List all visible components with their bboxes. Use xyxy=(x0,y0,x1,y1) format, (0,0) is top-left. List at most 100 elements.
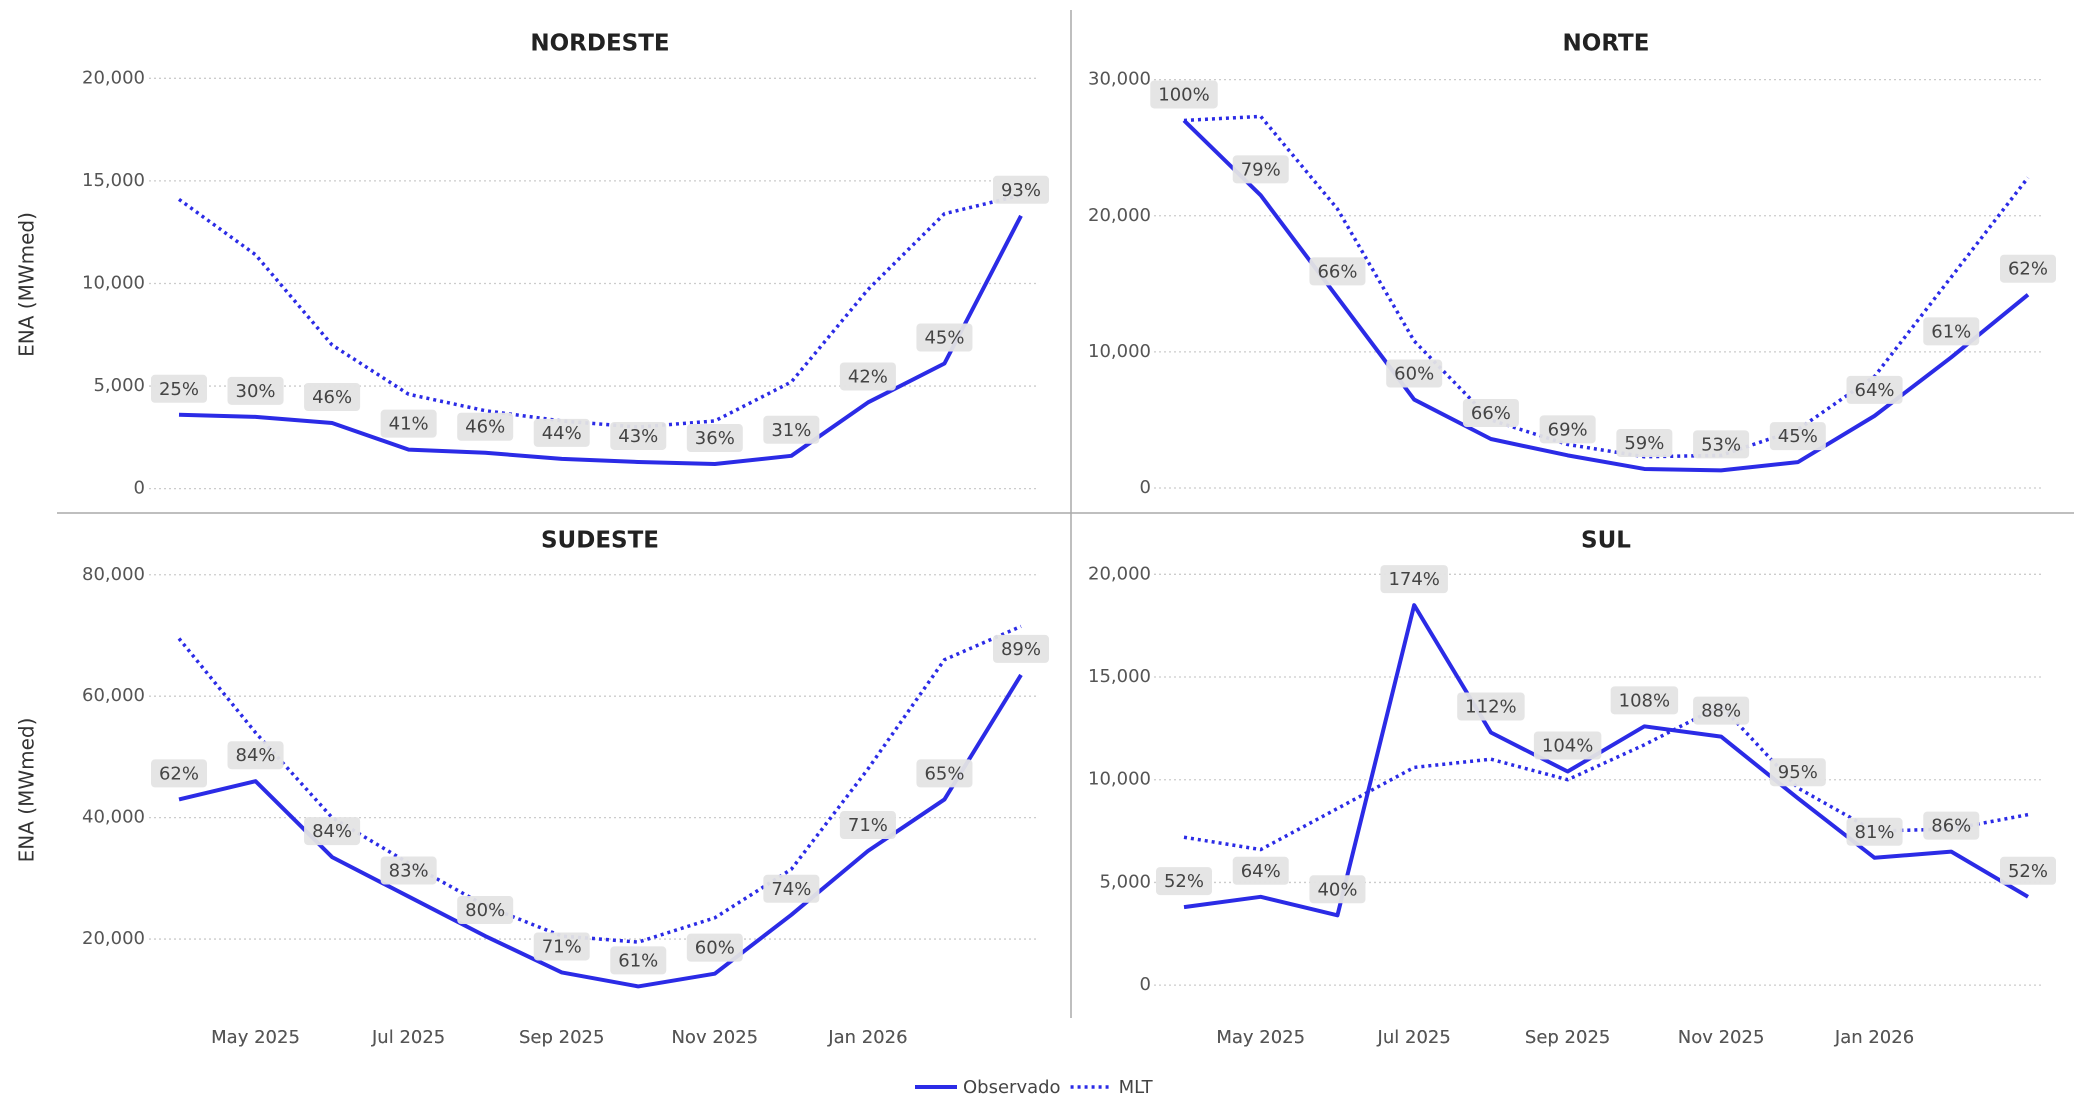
data-label-text: 93% xyxy=(1001,180,1041,201)
data-label: 66% xyxy=(1309,257,1366,286)
data-label-text: 66% xyxy=(1317,261,1357,282)
y-tick-label: 0 xyxy=(134,478,145,499)
data-label-text: 71% xyxy=(848,815,888,836)
data-label: 36% xyxy=(686,424,743,453)
data-label-box xyxy=(304,817,361,846)
data-label: 83% xyxy=(380,856,437,885)
data-label: 89% xyxy=(992,634,1050,663)
y-tick-label: 15,000 xyxy=(82,170,145,191)
data-label-text: 108% xyxy=(1619,690,1670,711)
chart-title: SUDESTE xyxy=(541,528,659,554)
data-label: 95% xyxy=(1769,758,1826,787)
data-label-box xyxy=(1616,428,1673,457)
data-label: 52% xyxy=(1999,856,2057,885)
data-label-box xyxy=(686,424,743,453)
data-label: 84% xyxy=(227,741,284,770)
data-label-box xyxy=(1533,731,1602,760)
data-label: 30% xyxy=(227,376,284,405)
data-label-box xyxy=(1610,686,1679,715)
x-tick-label: Jul 2025 xyxy=(1377,1027,1451,1048)
data-label-box xyxy=(380,409,437,438)
y-tick-label: 0 xyxy=(1140,974,1151,995)
data-label-text: 62% xyxy=(159,763,199,784)
data-label: 52% xyxy=(1155,867,1213,896)
data-label-text: 95% xyxy=(1778,762,1818,783)
y-tick-label: 20,000 xyxy=(1088,205,1151,226)
y-tick-label: 20,000 xyxy=(82,928,145,949)
data-label-box xyxy=(1846,817,1903,846)
data-label-box xyxy=(1923,317,1980,346)
data-label-box xyxy=(227,741,284,770)
data-label-text: 59% xyxy=(1624,433,1664,454)
data-label-box xyxy=(1309,875,1366,904)
data-label-box xyxy=(304,382,361,411)
data-label-box xyxy=(686,933,743,962)
data-label-text: 25% xyxy=(159,379,199,400)
x-tick-label: Nov 2025 xyxy=(1678,1027,1765,1048)
data-label-text: 174% xyxy=(1388,569,1439,590)
data-label-box xyxy=(380,856,437,885)
data-label: 74% xyxy=(763,874,820,903)
data-label-box xyxy=(150,759,208,788)
x-tick-label: Jul 2025 xyxy=(371,1027,445,1048)
data-label: 108% xyxy=(1610,686,1679,715)
data-label-text: 61% xyxy=(618,950,658,971)
data-label-box xyxy=(1457,692,1525,721)
data-label-box xyxy=(610,421,667,450)
data-label-text: 64% xyxy=(1241,861,1281,882)
data-label: 45% xyxy=(1769,422,1826,451)
data-label: 81% xyxy=(1846,817,1903,846)
x-tick-label: Jan 2026 xyxy=(827,1027,907,1048)
data-label: 93% xyxy=(992,175,1050,204)
data-label-box xyxy=(457,412,514,441)
x-tick-label: May 2025 xyxy=(211,1027,300,1048)
data-label-box xyxy=(533,932,590,961)
data-label-box xyxy=(457,896,514,925)
data-label-text: 61% xyxy=(1931,321,1971,342)
series-line xyxy=(177,193,1022,429)
data-label-text: 65% xyxy=(924,763,964,784)
y-tick-label: 20,000 xyxy=(82,67,145,88)
data-label-text: 60% xyxy=(695,938,735,959)
data-label: 46% xyxy=(304,382,361,411)
data-label-box xyxy=(1846,375,1903,404)
data-label-text: 69% xyxy=(1548,419,1588,440)
y-tick-label: 30,000 xyxy=(1088,69,1151,90)
data-label-text: 40% xyxy=(1317,879,1357,900)
data-label: 45% xyxy=(916,323,973,352)
x-tick-label: Jul 2025 xyxy=(371,1027,445,1048)
data-label-text: 88% xyxy=(1701,701,1741,722)
x-tick-label: Nov 2025 xyxy=(671,1027,758,1048)
data-label-box xyxy=(839,362,896,391)
data-label-box xyxy=(1232,155,1289,184)
data-label-box xyxy=(1309,257,1366,286)
data-label-text: 64% xyxy=(1855,380,1895,401)
data-label-text: 79% xyxy=(1241,159,1281,180)
x-tick-label: Jan 2026 xyxy=(827,1027,907,1048)
data-label: 53% xyxy=(1693,430,1750,459)
data-label-text: 46% xyxy=(312,387,352,408)
data-label-text: 42% xyxy=(848,366,888,387)
data-label: 86% xyxy=(1923,811,1980,840)
y-tick-label: 10,000 xyxy=(82,272,145,293)
data-label: 71% xyxy=(533,932,590,961)
data-label-box xyxy=(1232,856,1289,885)
x-tick-label: Sep 2025 xyxy=(519,1027,604,1048)
series-line xyxy=(1183,114,2030,459)
data-label-text: 43% xyxy=(618,426,658,447)
x-tick-label: Sep 2025 xyxy=(1525,1027,1610,1048)
y-tick-label: 80,000 xyxy=(82,564,145,585)
data-label-box xyxy=(916,323,973,352)
data-label-text: 62% xyxy=(2008,259,2048,280)
y-tick-label: 60,000 xyxy=(82,685,145,706)
data-label: 43% xyxy=(610,421,667,450)
data-label-text: 52% xyxy=(2008,861,2048,882)
data-label-box xyxy=(763,874,820,903)
x-tick-label: May 2025 xyxy=(211,1027,300,1048)
data-label: 104% xyxy=(1533,731,1602,760)
data-label: 60% xyxy=(1386,359,1443,388)
y-tick-label: 5,000 xyxy=(93,375,145,396)
data-label-box xyxy=(1693,696,1750,725)
data-label-box xyxy=(610,946,667,975)
data-label: 40% xyxy=(1309,875,1366,904)
